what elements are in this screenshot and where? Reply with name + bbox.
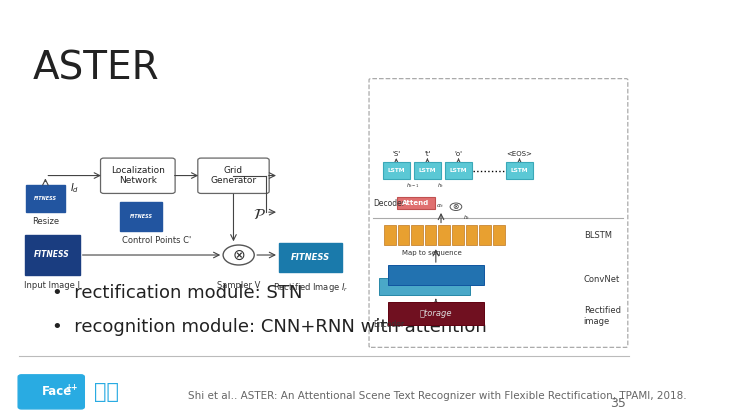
Bar [383,162,410,179]
Bar [414,162,441,179]
Bar [384,225,396,245]
Bar [465,225,477,245]
Text: Localization
Network: Localization Network [111,166,165,185]
Text: Map to sequence: Map to sequence [402,250,462,255]
FancyBboxPatch shape [101,158,175,193]
Text: Face: Face [42,385,73,399]
Text: Resize: Resize [32,217,59,226]
Text: Grid
Generator: Grid Generator [210,166,257,185]
Bar [26,185,65,212]
Text: Sampler V: Sampler V [217,281,260,290]
Text: Ⓢtorage: Ⓢtorage [420,309,452,318]
Text: Rectified
image: Rectified image [584,307,621,326]
Text: $\otimes$: $\otimes$ [232,248,246,262]
Text: ++: ++ [65,383,78,392]
Text: BLSTM: BLSTM [584,231,612,240]
Bar [388,302,484,325]
Text: •  recognition module: CNN+RNN with attention: • recognition module: CNN+RNN with atten… [52,317,487,336]
Bar [445,162,472,179]
Text: $h_{t-1}$: $h_{t-1}$ [406,181,420,191]
Text: 35: 35 [610,397,626,410]
Text: LSTM: LSTM [388,168,405,173]
Text: •  rectification module: STN: • rectification module: STN [52,284,303,302]
Bar [24,235,80,275]
Text: $\alpha_t$: $\alpha_t$ [437,203,445,210]
Bar [380,278,470,295]
Text: $\otimes$: $\otimes$ [452,202,460,211]
FancyBboxPatch shape [18,375,84,409]
Bar [438,225,450,245]
Text: <EOS>: <EOS> [507,151,533,157]
Text: 't': 't' [424,151,431,157]
Text: ConvNet: ConvNet [584,275,620,284]
Text: Input Image I: Input Image I [24,281,80,290]
Text: Shi et al.. ASTER: An Attentional Scene Text Recognizer with Flexible Rectificat: Shi et al.. ASTER: An Attentional Scene … [188,391,687,401]
Bar [411,225,423,245]
Bar [425,225,437,245]
Text: $\mathcal{P}$: $\mathcal{P}$ [253,207,266,222]
Text: FITNESS: FITNESS [130,214,153,219]
Text: LSTM: LSTM [419,168,436,173]
FancyBboxPatch shape [198,158,269,193]
Text: Rectified Image $I_r$: Rectified Image $I_r$ [273,281,349,294]
Bar [120,202,162,231]
Text: $I_d$: $I_d$ [70,181,79,195]
Text: Encoder: Encoder [373,320,404,329]
Text: 'o': 'o' [454,151,462,157]
Text: $h_t$: $h_t$ [437,181,445,191]
Bar [506,162,533,179]
Text: Decoder: Decoder [373,199,405,208]
Text: LSTM: LSTM [450,168,467,173]
Text: $h_t$: $h_t$ [463,213,471,223]
Bar [493,225,505,245]
FancyBboxPatch shape [369,79,628,347]
Text: FITNESS: FITNESS [34,250,70,259]
Bar [397,225,409,245]
Bar [388,265,484,285]
Text: FITNESS: FITNESS [291,253,330,262]
Text: 'S': 'S' [392,151,400,157]
Text: Control Points C': Control Points C' [122,236,192,245]
Bar [480,225,491,245]
Bar [452,225,464,245]
Text: LSTM: LSTM [511,168,528,173]
Text: ASTER: ASTER [33,50,159,88]
Bar [279,243,343,272]
Text: 旺视: 旺视 [94,382,119,402]
Text: FITNESS: FITNESS [34,196,57,201]
Circle shape [450,203,462,210]
Bar [397,197,434,209]
Text: Attend: Attend [402,200,429,206]
Circle shape [223,245,255,265]
